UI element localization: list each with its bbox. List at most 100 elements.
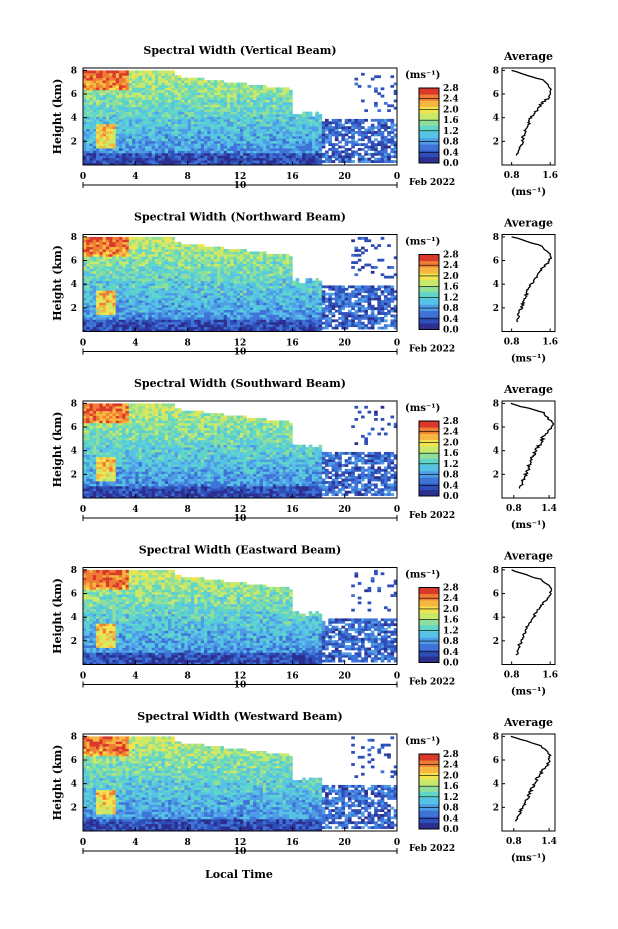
heatmap-cell: [148, 87, 153, 91]
heatmap-cell: [262, 273, 267, 277]
heatmap-cell: [92, 135, 97, 139]
heatmap-cell: [109, 121, 113, 125]
heatmap-cell: [154, 101, 159, 105]
heatmap-cell: [109, 138, 113, 142]
heatmap-cell: [158, 292, 162, 296]
heatmap-cell: [125, 118, 130, 122]
heatmap-cell: [220, 138, 225, 142]
heatmap-cell: [240, 329, 244, 332]
heatmap-cell: [158, 280, 162, 284]
heatmap-cell: [275, 123, 280, 127]
heatmap-cell: [230, 114, 234, 117]
heatmap-cell: [112, 157, 117, 161]
heatmap-cell: [122, 126, 126, 130]
heatmap-cell: [187, 104, 192, 108]
heatmap-cell: [96, 299, 100, 303]
heatmap-cell: [220, 150, 225, 154]
heatmap-cell: [305, 116, 310, 120]
heatmap-cell: [262, 143, 267, 146]
heatmap-cell: [118, 287, 123, 291]
heatmap-cell: [246, 319, 251, 323]
heatmap-cell: [105, 253, 110, 257]
heatmap-cell: [184, 123, 189, 127]
heatmap-cell: [171, 292, 175, 296]
heatmap-cell: [164, 94, 169, 98]
heatmap-cell: [99, 72, 104, 76]
heatmap-cell: [341, 157, 346, 161]
heatmap-cell: [279, 148, 283, 151]
heatmap-cell: [161, 138, 166, 142]
heatmap-cell: [135, 241, 139, 245]
heatmap-cell: [210, 111, 215, 115]
heatmap-cell: [151, 157, 156, 161]
heatmap-cell: [174, 138, 179, 142]
heatmap-cell: [390, 143, 395, 146]
heatmap-cell: [99, 131, 104, 134]
heatmap-cell: [230, 275, 234, 279]
heatmap-cell: [259, 253, 264, 257]
heatmap-cell: [236, 82, 241, 86]
heatmap-cell: [275, 89, 280, 93]
heatmap-cell: [210, 329, 215, 332]
heatmap-cell: [135, 261, 139, 264]
heatmap-cell: [262, 278, 267, 281]
heatmap-cell: [158, 75, 162, 79]
heatmap-cell: [289, 114, 293, 117]
heatmap-cell: [259, 287, 264, 291]
heatmap-cell: [171, 80, 175, 83]
heatmap-cell: [128, 256, 133, 260]
heatmap-cell: [148, 302, 153, 306]
heatmap-cell: [125, 131, 130, 134]
heatmap-cell: [109, 246, 113, 250]
heatmap-cell: [171, 241, 175, 245]
heatmap-cell: [164, 145, 169, 149]
heatmap-cell: [282, 87, 287, 91]
heatmap-cell: [109, 241, 113, 245]
heatmap-cell: [154, 309, 159, 313]
heatmap-cell: [210, 87, 215, 91]
heatmap-cell: [230, 99, 234, 103]
heatmap-cell: [164, 133, 169, 137]
heatmap-cell: [89, 312, 94, 315]
heatmap-cell: [99, 94, 104, 98]
heatmap-cell: [230, 312, 234, 315]
heatmap-cell: [174, 155, 179, 159]
heatmap-cell: [158, 244, 162, 248]
heatmap-cell: [184, 246, 189, 250]
heatmap-cell: [158, 155, 162, 159]
heatmap-cell: [240, 157, 244, 161]
heatmap-cell: [102, 329, 107, 332]
colorbar: 0.00.40.81.21.62.02.42.8: [418, 84, 459, 169]
heatmap-cell: [236, 261, 241, 264]
heatmap-cell: [158, 133, 162, 137]
heatmap-cell: [92, 131, 97, 134]
heatmap-cell: [210, 128, 215, 132]
heatmap-cell: [259, 302, 264, 306]
heatmap-cell: [141, 283, 146, 286]
heatmap-cell: [171, 236, 175, 240]
heatmap-cell: [132, 126, 136, 130]
heatmap-cell: [204, 121, 208, 125]
heatmap-cell: [112, 148, 117, 151]
heatmap-cell: [164, 314, 169, 318]
heatmap-cell: [200, 312, 205, 315]
heatmap-cell: [177, 87, 182, 91]
heatmap-cell: [190, 312, 195, 315]
heatmap-cell: [154, 94, 159, 98]
heatmap-cell: [187, 84, 192, 88]
heatmap-cell: [99, 239, 104, 243]
heatmap-cell: [210, 114, 215, 117]
heatmap-cell: [171, 116, 175, 120]
heatmap-cell: [109, 287, 113, 291]
heatmap-cell: [145, 94, 149, 98]
heatmap-cell: [132, 89, 136, 93]
heatmap-cell: [112, 283, 117, 286]
heatmap-cell: [118, 273, 123, 277]
heatmap-cell: [145, 118, 149, 122]
heatmap-cell: [105, 128, 110, 132]
heatmap-cell: [96, 251, 100, 255]
heatmap-cell: [380, 138, 385, 142]
heatmap-cell: [249, 111, 254, 115]
heatmap-cell: [83, 121, 87, 125]
heatmap-cell: [105, 270, 110, 274]
